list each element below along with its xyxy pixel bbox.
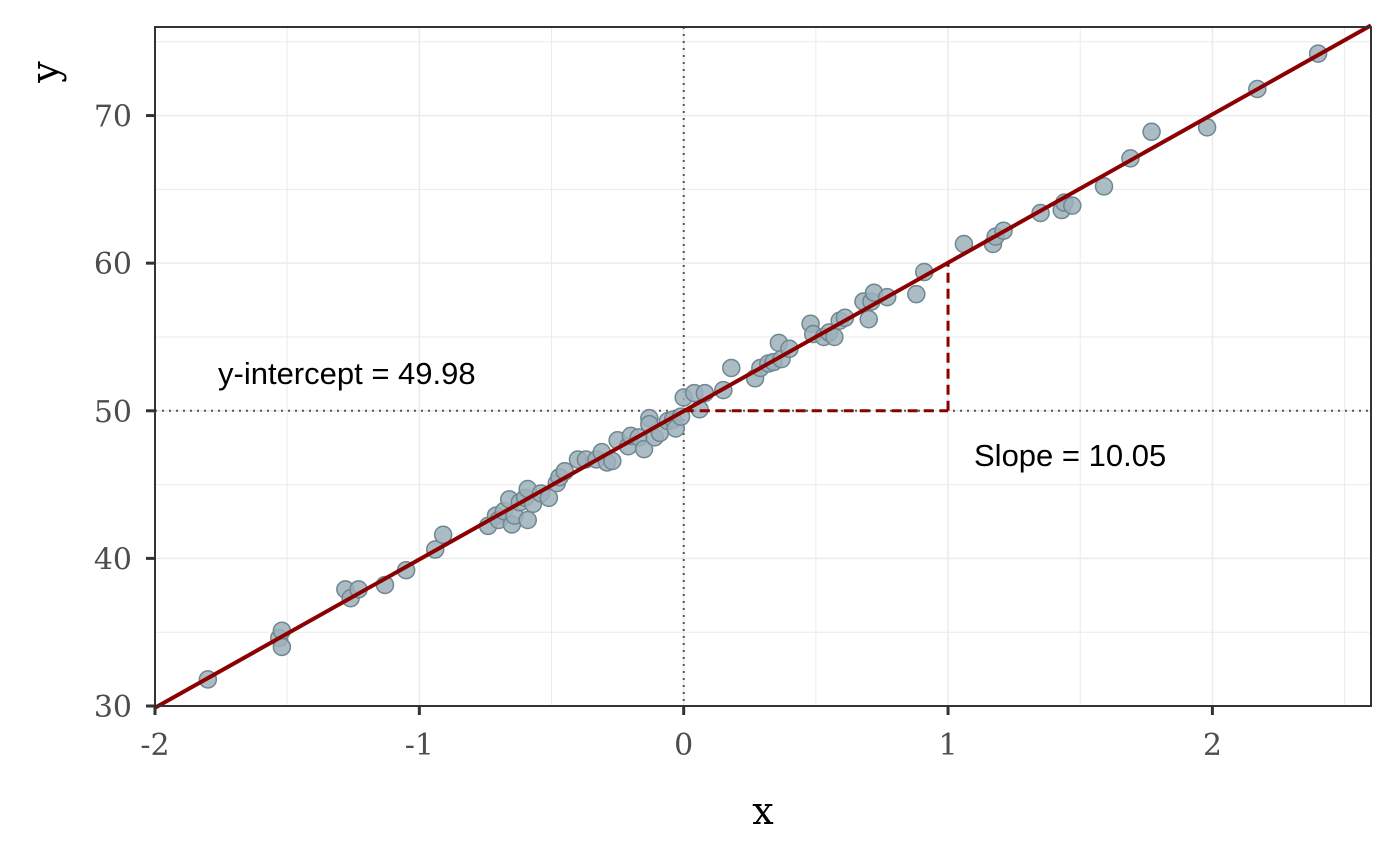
data-point (518, 510, 537, 530)
data-point (907, 284, 926, 304)
reference-lines (155, 27, 1371, 706)
x-axis: -2 -1 0 1 2 (140, 706, 1222, 763)
data-point (1094, 177, 1114, 196)
y-tick-label: 70 (94, 100, 132, 135)
x-tick-label: 1 (938, 728, 957, 763)
y-tick-label: 50 (94, 395, 132, 430)
data-point (433, 525, 453, 545)
data-point (859, 310, 878, 329)
intercept-annotation: y-intercept = 49.98 (218, 356, 476, 391)
data-point (1142, 122, 1161, 142)
y-tick-label: 60 (94, 247, 132, 282)
y-tick-label: 30 (94, 690, 132, 725)
y-axis-title: y (23, 61, 67, 84)
x-tick-label: -2 (140, 728, 169, 763)
plot-border (154, 26, 1372, 707)
data-point (1063, 196, 1082, 215)
x-tick-label: 2 (1203, 728, 1222, 763)
y-tick-label: 40 (94, 542, 132, 577)
regression-line (154, 23, 1372, 710)
x-axis-title: x (752, 789, 773, 833)
data-point (634, 439, 654, 459)
slope-triangle (683, 263, 950, 413)
y-axis: 30 40 50 60 70 (94, 100, 155, 725)
data-point (722, 358, 741, 378)
data-point (539, 488, 559, 508)
slope-annotation: Slope = 10.05 (974, 438, 1166, 473)
x-tick-label: 0 (674, 728, 693, 763)
data-points (198, 44, 1328, 689)
x-tick-label: -1 (405, 728, 434, 763)
